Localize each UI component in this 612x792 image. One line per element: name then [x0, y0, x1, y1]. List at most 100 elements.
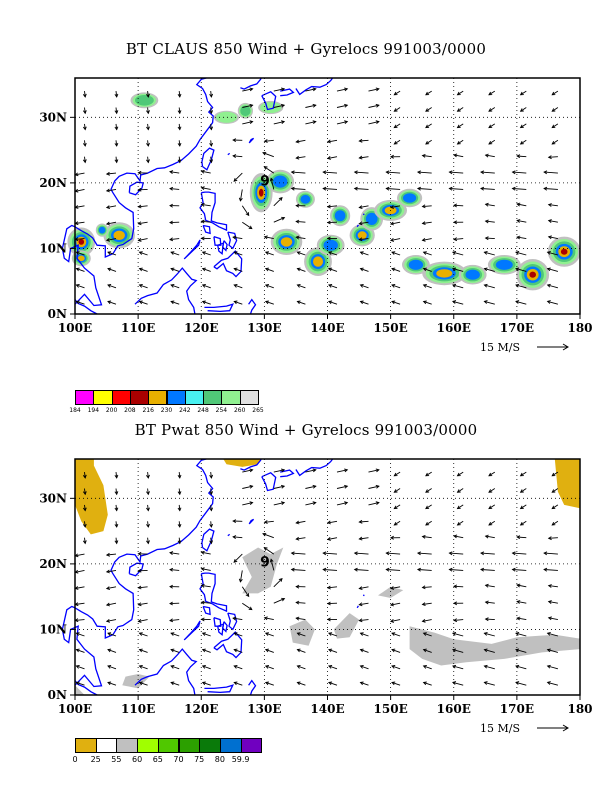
wind-arrow — [242, 121, 253, 125]
wind-arrowhead — [249, 501, 254, 506]
wind-arrowhead — [391, 284, 396, 288]
wind-arrowhead — [326, 585, 331, 590]
wind-arrowhead — [232, 535, 237, 539]
wind-arrow — [291, 552, 306, 555]
wind-arrow — [512, 552, 527, 555]
wind-arrowhead — [375, 468, 380, 473]
moist-area — [333, 613, 360, 639]
wind-arrowhead — [75, 284, 80, 288]
wind-arrow — [425, 471, 432, 477]
wind-arrow — [360, 665, 369, 670]
wind-arrowhead — [422, 632, 427, 636]
wind-arrowhead — [519, 505, 524, 510]
wind-arrowhead — [169, 220, 174, 225]
wind-arrow — [452, 665, 464, 670]
wind-arrowhead — [245, 593, 250, 598]
wind-arrowhead — [105, 602, 111, 607]
wind-arrow — [517, 536, 527, 539]
wind-arrowhead — [232, 138, 237, 142]
wind-arrow — [147, 488, 149, 495]
wind-arrowhead — [295, 219, 300, 224]
wind-arrow — [107, 268, 117, 272]
wind-arrowhead — [312, 103, 317, 108]
cloud-cell — [300, 194, 311, 204]
wind-arrowhead — [344, 484, 349, 489]
wind-arrow — [147, 91, 149, 97]
wind-arrowhead — [353, 567, 358, 572]
wind-arrowhead — [328, 284, 333, 288]
wind-arrow — [515, 268, 527, 272]
wind-arrowhead — [295, 235, 300, 240]
wind-arrowhead — [114, 540, 119, 545]
wind-arrowhead — [344, 87, 349, 92]
wind-arrow — [453, 585, 464, 588]
wind-arrow — [485, 220, 495, 223]
coastline — [356, 605, 359, 609]
wind-arrow — [484, 649, 495, 653]
wind-arrow — [359, 205, 369, 209]
wind-arrowhead — [296, 632, 301, 636]
wind-arrow — [391, 649, 401, 653]
wind-arrow — [480, 552, 495, 555]
colorbar-swatch — [166, 390, 186, 405]
cloud-cell — [280, 237, 293, 247]
wind-arrow — [360, 300, 369, 305]
wind-arrow — [544, 171, 558, 174]
wind-arrow — [359, 238, 369, 241]
wind-arrow — [512, 188, 527, 190]
wind-arrow — [297, 632, 306, 637]
wind-arrowhead — [385, 186, 390, 191]
wind-arrowhead — [359, 632, 364, 636]
wind-arrowhead — [295, 616, 300, 621]
cloud-cell — [465, 269, 480, 280]
wind-arrow — [328, 284, 338, 289]
wind-arrowhead — [263, 235, 268, 240]
wind-arrow — [394, 504, 401, 509]
colorbar-label: 216 — [142, 407, 154, 414]
wind-arrowhead — [359, 648, 364, 653]
wind-arrow — [234, 251, 243, 256]
panel1-title: BT CLAUS 850 Wind + Gyrelocs 991003/0000 — [125, 40, 487, 58]
wind-arrow — [551, 107, 559, 112]
wind-arrowhead — [233, 251, 238, 255]
wind-arrow — [76, 284, 85, 289]
wind-arrowhead — [296, 648, 301, 653]
wind-arrowhead — [391, 665, 396, 669]
wind-arrow — [544, 188, 558, 190]
wind-arrow — [234, 268, 243, 272]
wind-arrow — [297, 300, 306, 305]
wind-arrowhead — [249, 484, 254, 489]
wind-arrowhead — [393, 108, 398, 112]
wind-arrow — [75, 602, 85, 605]
wind-arrow — [170, 649, 180, 653]
y-tick-label: 0N — [48, 307, 67, 321]
coastline — [134, 648, 198, 696]
wind-arrowhead — [359, 300, 364, 305]
wind-arrow — [297, 284, 306, 289]
wind-arrowhead — [326, 139, 331, 144]
wind-arrowhead — [105, 618, 111, 623]
wind-arrow — [422, 586, 432, 589]
wind-arrowhead — [264, 665, 269, 669]
wind-arrowhead — [280, 484, 286, 489]
panel2-title: BT Pwat 850 Wind + Gyrelocs 991003/0000 — [134, 421, 478, 439]
wind-arrow — [138, 586, 148, 589]
wind-arrow — [147, 123, 149, 130]
wind-arrowhead — [200, 583, 205, 588]
wind-arrow — [273, 598, 285, 604]
wind-arrow — [241, 586, 250, 597]
wind-arrow — [480, 569, 495, 571]
wind-arrowhead — [105, 569, 110, 574]
wind-arrowhead — [326, 220, 331, 225]
wind-arrow — [296, 520, 306, 524]
wind-arrow — [107, 665, 117, 670]
wind-arrow — [75, 619, 85, 621]
y-tick-label: 10N — [39, 622, 67, 636]
wind-arrowhead — [232, 154, 237, 158]
wind-arrowhead — [488, 472, 493, 477]
colorbar-swatch — [111, 390, 131, 405]
coastline — [221, 621, 228, 633]
wind-arrowhead — [296, 665, 301, 669]
wind-arrowhead — [177, 126, 182, 131]
wind-arrowhead — [312, 501, 317, 506]
